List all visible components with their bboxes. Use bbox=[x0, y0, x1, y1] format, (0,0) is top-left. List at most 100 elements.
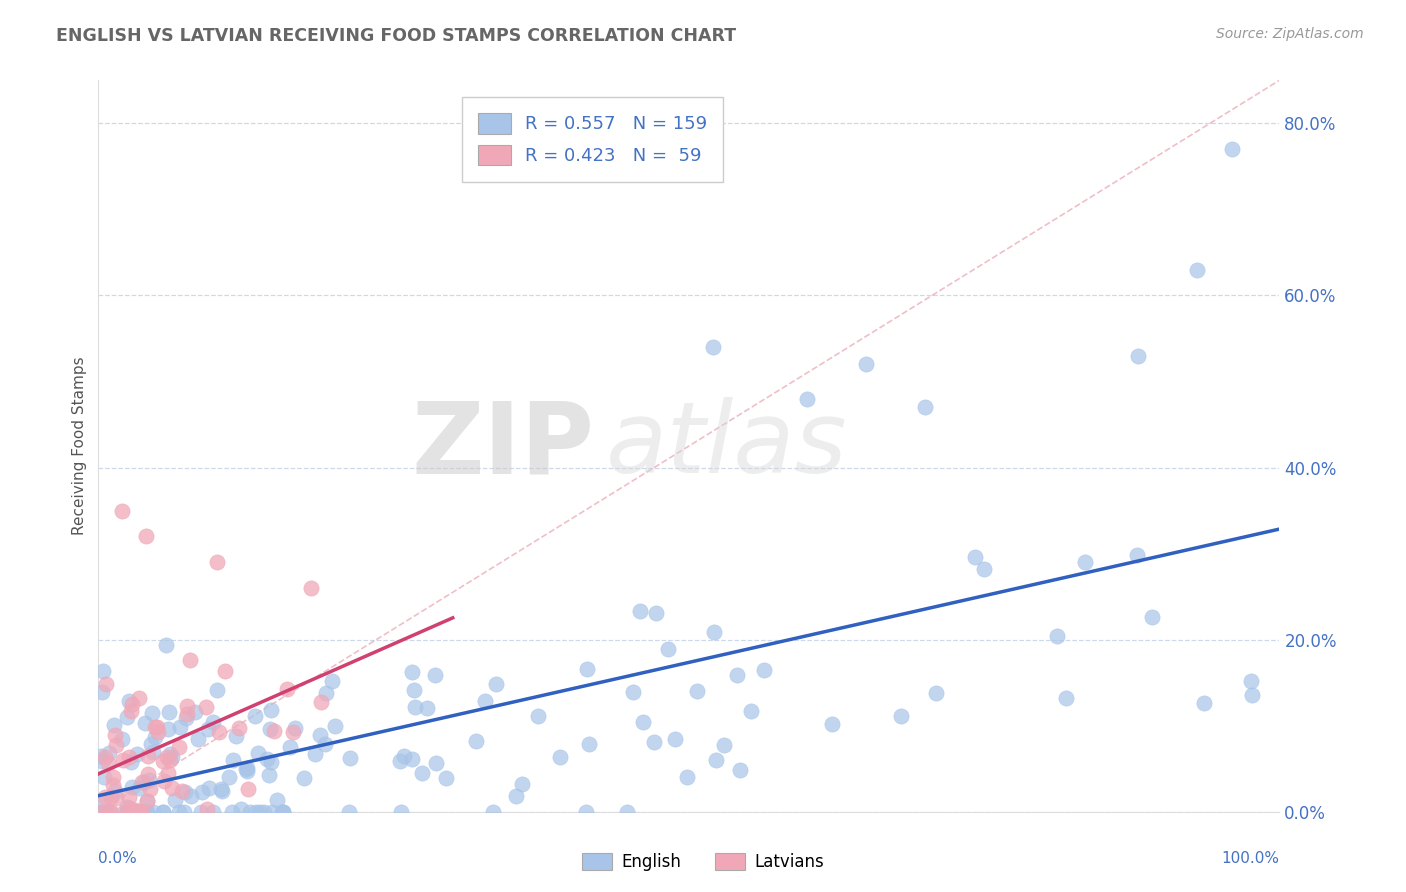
Point bbox=[304, 747, 326, 761]
Point bbox=[90, 685, 112, 699]
Point bbox=[97, 805, 120, 819]
Point bbox=[725, 668, 748, 682]
Point bbox=[309, 695, 332, 709]
Point bbox=[152, 754, 174, 768]
Point bbox=[120, 704, 142, 718]
Point bbox=[143, 730, 166, 744]
Text: atlas: atlas bbox=[606, 398, 848, 494]
Point bbox=[160, 780, 183, 795]
Point bbox=[434, 772, 457, 786]
Point bbox=[1185, 262, 1208, 277]
Point bbox=[115, 710, 138, 724]
Point bbox=[153, 773, 176, 788]
Point bbox=[170, 783, 193, 797]
Point bbox=[129, 805, 152, 819]
Point bbox=[703, 624, 725, 639]
Point bbox=[485, 677, 508, 691]
Point bbox=[97, 756, 120, 770]
Point bbox=[914, 401, 936, 415]
Point bbox=[575, 805, 598, 819]
Point bbox=[101, 770, 124, 784]
Point bbox=[117, 805, 139, 819]
Point bbox=[259, 768, 281, 782]
Point bbox=[401, 752, 423, 766]
Point bbox=[135, 529, 157, 543]
Point bbox=[111, 503, 134, 517]
Text: ENGLISH VS LATVIAN RECEIVING FOOD STAMPS CORRELATION CHART: ENGLISH VS LATVIAN RECEIVING FOOD STAMPS… bbox=[56, 27, 737, 45]
Point bbox=[686, 684, 709, 698]
Point bbox=[218, 771, 240, 785]
Point bbox=[118, 694, 141, 708]
Point bbox=[90, 749, 112, 764]
Point bbox=[576, 662, 599, 676]
Point bbox=[169, 720, 191, 734]
Point bbox=[156, 722, 179, 736]
Point bbox=[104, 784, 127, 798]
Point bbox=[138, 772, 160, 787]
Point bbox=[173, 805, 195, 819]
Point bbox=[124, 805, 146, 819]
Point bbox=[423, 668, 446, 682]
Point bbox=[411, 766, 433, 780]
Point bbox=[713, 738, 735, 752]
Point bbox=[134, 805, 156, 819]
Point bbox=[162, 750, 184, 764]
Point bbox=[148, 724, 170, 739]
Point bbox=[752, 664, 775, 678]
Point bbox=[197, 722, 219, 736]
Point bbox=[201, 714, 224, 729]
Point bbox=[117, 805, 139, 819]
Point bbox=[325, 719, 347, 733]
Point bbox=[124, 803, 146, 817]
Point bbox=[122, 805, 145, 819]
Point bbox=[260, 755, 283, 769]
Point bbox=[510, 777, 533, 791]
Point bbox=[121, 780, 143, 795]
Point bbox=[315, 686, 337, 700]
Point bbox=[299, 581, 322, 595]
Point bbox=[657, 641, 679, 656]
Point bbox=[214, 665, 236, 679]
Point bbox=[292, 771, 315, 785]
Point bbox=[187, 731, 209, 746]
Point bbox=[643, 735, 665, 749]
Point bbox=[159, 753, 181, 767]
Point bbox=[273, 805, 295, 819]
Point bbox=[141, 706, 163, 721]
Point bbox=[173, 785, 195, 799]
Point bbox=[1240, 673, 1263, 688]
Point bbox=[243, 708, 266, 723]
Point bbox=[121, 697, 143, 711]
Point bbox=[111, 731, 134, 746]
Point bbox=[339, 750, 361, 764]
Point bbox=[260, 703, 283, 717]
Point bbox=[578, 737, 600, 751]
Point bbox=[128, 690, 150, 705]
Point bbox=[963, 550, 986, 565]
Point bbox=[730, 763, 752, 777]
Point bbox=[236, 764, 259, 778]
Point bbox=[100, 805, 122, 819]
Point bbox=[94, 677, 117, 691]
Point bbox=[389, 805, 412, 819]
Point bbox=[165, 793, 187, 807]
Point bbox=[259, 722, 281, 736]
Point bbox=[118, 801, 141, 815]
Point bbox=[281, 725, 304, 739]
Point bbox=[180, 789, 202, 804]
Point bbox=[98, 805, 121, 819]
Point bbox=[1046, 629, 1069, 643]
Y-axis label: Receiving Food Stamps: Receiving Food Stamps bbox=[72, 357, 87, 535]
Point bbox=[136, 794, 159, 808]
Point bbox=[176, 711, 198, 725]
Point bbox=[134, 716, 156, 731]
Point bbox=[415, 701, 437, 715]
Point bbox=[97, 746, 120, 760]
Point bbox=[136, 805, 159, 819]
Point bbox=[91, 805, 114, 819]
Point bbox=[337, 805, 360, 819]
Point bbox=[1240, 688, 1263, 702]
Point bbox=[231, 802, 253, 816]
Point bbox=[115, 805, 138, 819]
Point bbox=[855, 357, 877, 371]
